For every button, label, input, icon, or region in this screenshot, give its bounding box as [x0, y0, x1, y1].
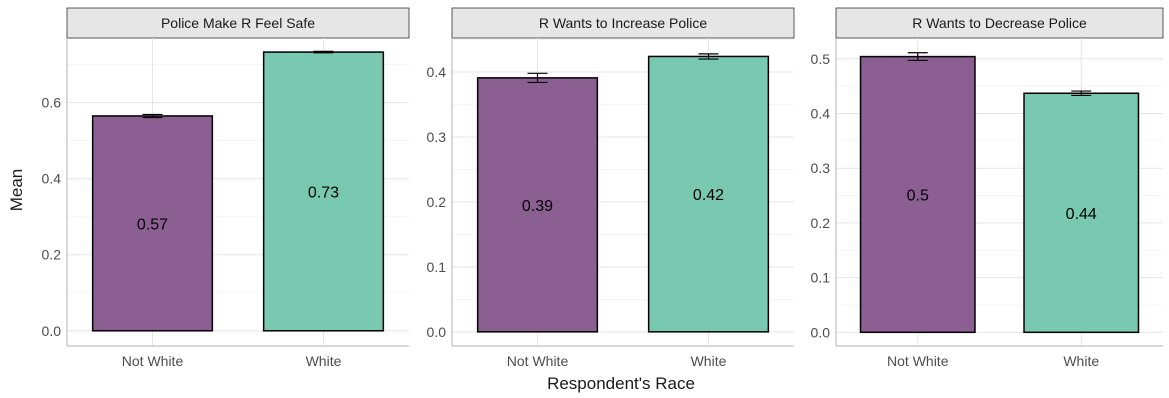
- error-bar: [142, 113, 163, 119]
- y-tick-label: 0.3: [427, 129, 447, 145]
- error-bar: [527, 72, 548, 84]
- bar: [91, 115, 214, 332]
- y-tick-label: 0.2: [42, 247, 62, 263]
- y-axis-title: Mean: [7, 169, 26, 212]
- x-tick-label: Not White: [887, 353, 949, 369]
- error-bar: [698, 53, 719, 60]
- panel-strip: [451, 7, 795, 39]
- bar-value-label: 0.39: [522, 198, 553, 215]
- bar: [476, 77, 599, 333]
- y-tick-label: 0.4: [42, 171, 62, 187]
- bar-value-label: 0.42: [693, 187, 724, 204]
- bar: [1023, 92, 1140, 334]
- panel-title: R Wants to Decrease Police: [912, 15, 1087, 31]
- bar: [859, 55, 976, 334]
- y-tick-label: 0.1: [811, 270, 831, 286]
- y-tick-label: 0.4: [811, 105, 831, 121]
- y-tick-label: 0.2: [427, 194, 447, 210]
- x-tick-label: White: [1063, 353, 1099, 369]
- bar-value-label: 0.44: [1066, 206, 1097, 223]
- x-tick-label: White: [306, 353, 342, 369]
- panel-1: Police Make R Feel Safe 0.0 0.2 0.4 0.6 0.57 N…: [42, 7, 410, 369]
- y-tick-label: 0.0: [427, 324, 447, 340]
- bar: [647, 55, 770, 333]
- error-bar: [313, 50, 334, 54]
- y-tick-label: 0.0: [811, 324, 831, 340]
- y-tick-label: 0.4: [427, 64, 447, 80]
- y-tick-label: 0.6: [42, 95, 62, 111]
- x-tick-label: Not White: [122, 353, 184, 369]
- bar: [262, 51, 385, 332]
- panel-strip: [835, 7, 1164, 39]
- panel-title: R Wants to Increase Police: [539, 15, 708, 31]
- panel-2: R Wants to Increase Police 0.0 0.1 0.2 0.3 0.…: [427, 7, 795, 369]
- x-axis-title: Respondent's Race: [547, 374, 695, 393]
- y-tick-label: 0.5: [811, 51, 831, 67]
- x-tick-label: White: [691, 353, 727, 369]
- bar-value-label: 0.5: [907, 187, 929, 204]
- error-bar: [907, 52, 928, 62]
- panel-title: Police Make R Feel Safe: [161, 15, 315, 31]
- bar-value-label: 0.57: [137, 216, 168, 233]
- panel-strip: [66, 7, 410, 39]
- y-tick-label: 0.0: [42, 323, 62, 339]
- error-bar: [1071, 90, 1092, 97]
- panel-3: R Wants to Decrease Police 0.0 0.1 0.2 0.3 0.…: [811, 7, 1164, 369]
- y-tick-label: 0.2: [811, 215, 831, 231]
- bar-value-label: 0.73: [308, 184, 339, 201]
- y-tick-label: 0.1: [427, 259, 447, 275]
- y-tick-label: 0.3: [811, 160, 831, 176]
- x-tick-label: Not White: [507, 353, 569, 369]
